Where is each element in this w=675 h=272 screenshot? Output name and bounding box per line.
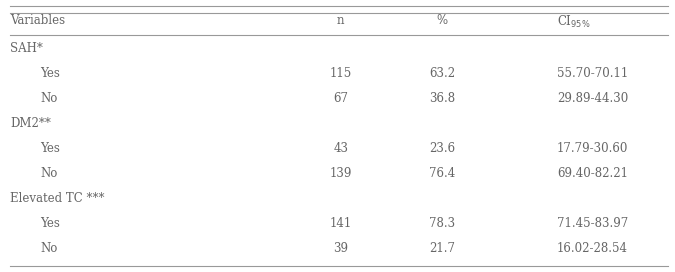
- Text: Yes: Yes: [40, 67, 60, 80]
- Text: 39: 39: [333, 242, 348, 255]
- Text: 78.3: 78.3: [429, 217, 455, 230]
- Text: 71.45-83.97: 71.45-83.97: [557, 217, 628, 230]
- Text: 43: 43: [333, 142, 348, 155]
- Text: No: No: [40, 242, 58, 255]
- Text: 69.40-82.21: 69.40-82.21: [557, 167, 628, 180]
- Text: CI$_{95\%}$: CI$_{95\%}$: [557, 14, 591, 30]
- Text: 67: 67: [333, 92, 348, 105]
- Text: 16.02-28.54: 16.02-28.54: [557, 242, 628, 255]
- Text: Yes: Yes: [40, 142, 60, 155]
- Text: %: %: [437, 14, 448, 27]
- Text: Yes: Yes: [40, 217, 60, 230]
- Text: No: No: [40, 167, 58, 180]
- Text: 17.79-30.60: 17.79-30.60: [557, 142, 628, 155]
- Text: 55.70-70.11: 55.70-70.11: [557, 67, 628, 80]
- Text: 23.6: 23.6: [429, 142, 455, 155]
- Text: DM2**: DM2**: [10, 117, 51, 130]
- Text: Variables: Variables: [10, 14, 65, 27]
- Text: n: n: [337, 14, 345, 27]
- Text: 141: 141: [330, 217, 352, 230]
- Text: 29.89-44.30: 29.89-44.30: [557, 92, 628, 105]
- Text: 115: 115: [330, 67, 352, 80]
- Text: No: No: [40, 92, 58, 105]
- Text: 76.4: 76.4: [429, 167, 455, 180]
- Text: 63.2: 63.2: [429, 67, 455, 80]
- Text: Elevated TC ***: Elevated TC ***: [10, 192, 105, 205]
- Text: 36.8: 36.8: [429, 92, 455, 105]
- Text: 139: 139: [329, 167, 352, 180]
- Text: SAH*: SAH*: [10, 42, 43, 55]
- Text: 21.7: 21.7: [429, 242, 455, 255]
